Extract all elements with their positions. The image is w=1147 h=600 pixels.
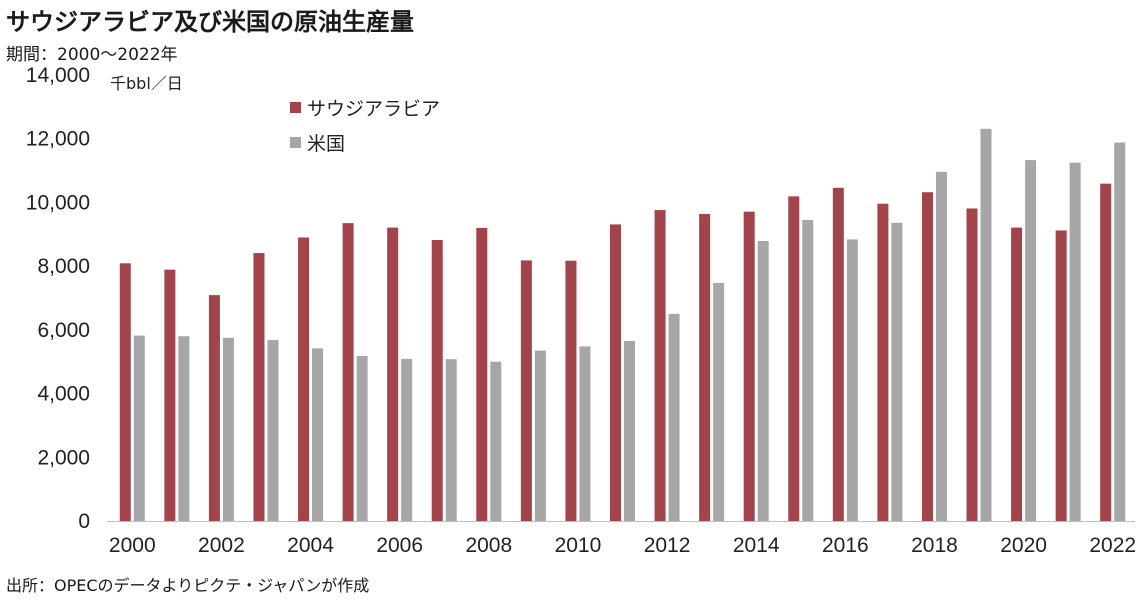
bar-saudi-2010: [565, 260, 577, 521]
x-tick-label: 2002: [198, 534, 245, 557]
bar-saudi-2016: [832, 187, 844, 521]
bar-us-2007: [445, 359, 457, 521]
bar-saudi-2002: [208, 295, 220, 521]
x-tick-label: 2014: [733, 534, 780, 557]
bars: [119, 128, 1126, 522]
bar-us-2017: [891, 222, 903, 521]
bar-us-2018: [935, 171, 947, 522]
bar-saudi-2011: [610, 224, 621, 521]
bar-saudi-2018: [921, 192, 933, 521]
x-tick-label: 2008: [465, 534, 512, 557]
y-tick-label: 8,000: [37, 255, 90, 278]
bar-us-2014: [757, 240, 769, 521]
bar-us-2020: [1025, 160, 1037, 521]
bar-us-2009: [534, 350, 546, 521]
x-tick-label: 2016: [822, 534, 869, 557]
bar-us-2010: [579, 346, 591, 521]
y-tick-label: 10,000: [26, 191, 90, 214]
bar-us-2019: [980, 128, 992, 522]
y-axis-ticks: 0 2,000 4,000 6,000 8,000 10,000 12,000 14,000: [26, 64, 90, 533]
bar-saudi-2008: [476, 227, 488, 521]
x-tick-label: 2020: [1000, 534, 1047, 557]
bar-us-2021: [1069, 162, 1081, 521]
x-tick-label: 2012: [644, 534, 691, 557]
bar-saudi-2004: [298, 237, 310, 521]
bar-us-2016: [846, 239, 858, 521]
chart-title: サウジアラビア及び米国の原油生産量: [6, 8, 414, 36]
bar-us-2003: [267, 340, 279, 521]
y-tick-label: 6,000: [37, 319, 90, 342]
x-tick-label: 2000: [109, 534, 156, 557]
chart-subtitle: 期間：2000〜2022年: [6, 45, 178, 65]
bar-us-2011: [624, 341, 635, 521]
y-tick-label: 14,000: [26, 64, 90, 87]
bar-saudi-2006: [387, 227, 399, 522]
y-tick-label: 0: [78, 510, 90, 533]
bar-saudi-2012: [654, 210, 666, 521]
bar-saudi-2013: [699, 213, 711, 521]
bar-saudi-2014: [743, 211, 755, 521]
bar-saudi-2022: [1100, 183, 1112, 521]
x-tick-label: 2004: [287, 534, 334, 557]
legend-label-us: 米国: [307, 133, 345, 155]
bar-saudi-2007: [431, 240, 443, 521]
bar-saudi-2009: [520, 260, 532, 521]
bar-saudi-2019: [966, 208, 978, 521]
y-axis-unit-label: 千bbl／日: [110, 74, 183, 93]
y-tick-label: 2,000: [37, 446, 90, 469]
legend-swatch-saudi: [290, 102, 301, 113]
x-axis-ticks: 2000 2002 2004 2006 2008 2010 2012 2014 2016 2018…: [109, 534, 1136, 557]
legend-label-saudi: サウジアラビア: [307, 98, 440, 120]
bar-us-2015: [802, 219, 814, 521]
x-tick-label: 2010: [555, 534, 602, 557]
bar-saudi-2005: [342, 223, 354, 521]
bar-us-2001: [178, 336, 190, 521]
y-tick-label: 12,000: [26, 128, 90, 151]
bar-us-2008: [490, 361, 502, 521]
x-tick-label: 2022: [1089, 534, 1136, 557]
bar-saudi-2015: [788, 196, 800, 521]
x-tick-label: 2018: [911, 534, 958, 557]
bar-us-2022: [1114, 142, 1126, 521]
bar-us-2004: [312, 348, 324, 521]
bar-saudi-2017: [877, 203, 889, 521]
bar-saudi-2021: [1055, 230, 1067, 521]
bar-us-2012: [668, 313, 680, 521]
legend-swatch-us: [290, 137, 301, 148]
bar-us-2006: [401, 358, 413, 521]
bar-us-2000: [133, 335, 145, 521]
bar-saudi-2000: [119, 263, 131, 521]
bar-us-2013: [713, 283, 725, 521]
bar-saudi-2001: [164, 269, 176, 521]
y-tick-label: 4,000: [37, 383, 90, 406]
bar-saudi-2020: [1011, 227, 1023, 522]
bar-saudi-2003: [253, 253, 265, 521]
x-tick-label: 2006: [376, 534, 423, 557]
source-note: 出所：OPECのデータよりピクテ・ジャパンが作成: [6, 576, 370, 595]
bar-us-2002: [222, 337, 234, 521]
bar-us-2005: [356, 355, 368, 521]
